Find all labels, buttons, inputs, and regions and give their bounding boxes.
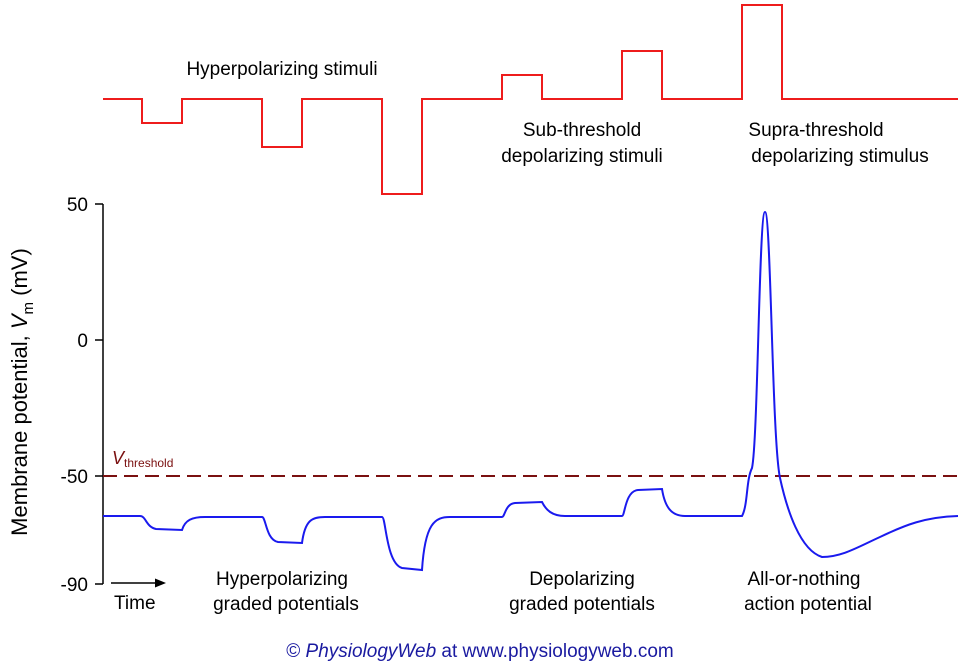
y-axis-label-main: Membrane potential, bbox=[7, 329, 32, 536]
label-suprathreshold-line2: depolarizing stimulus bbox=[751, 146, 928, 167]
threshold-label-sub: threshold bbox=[124, 456, 173, 470]
membrane-potential-trace bbox=[103, 210, 959, 572]
label-hyperpolarizing-stimuli: Hyperpolarizing stimuli bbox=[186, 59, 377, 80]
label-subthreshold-line1: Sub-threshold bbox=[523, 120, 641, 141]
y-axis-label-var: V bbox=[7, 312, 32, 329]
y-axis-label: Membrane potential, Vm (mV) bbox=[7, 248, 37, 536]
label-depolarizing-graded-line1: Depolarizing bbox=[529, 569, 635, 590]
label-subthreshold-line2: depolarizing stimuli bbox=[501, 146, 663, 167]
threshold-label: Vthreshold bbox=[112, 448, 173, 470]
label-depolarizing-graded-line2: graded potentials bbox=[509, 594, 655, 615]
credit-line: © PhysiologyWeb at www.physiologyweb.com bbox=[286, 641, 674, 662]
y-axis-label-unit: (mV) bbox=[7, 248, 32, 302]
credit-rest: at www.physiologyweb.com bbox=[436, 641, 674, 662]
label-time: Time bbox=[114, 593, 156, 614]
label-hyperpolarizing-graded-line1: Hyperpolarizing bbox=[216, 569, 348, 590]
time-arrow-head-icon bbox=[155, 578, 166, 588]
y-tick-label-minus90: -90 bbox=[61, 575, 88, 596]
label-action-potential-line1: All-or-nothing bbox=[748, 569, 861, 590]
y-tick-label-0: 0 bbox=[77, 331, 88, 352]
label-suprathreshold-line1: Supra-threshold bbox=[748, 120, 883, 141]
y-tick-label-50: 50 bbox=[67, 195, 88, 216]
label-action-potential-line2: action potential bbox=[744, 594, 872, 615]
credit-brand: PhysiologyWeb bbox=[306, 641, 437, 662]
stimulus-trace bbox=[103, 4, 958, 195]
y-tick-label-minus50: -50 bbox=[61, 467, 88, 488]
credit-symbol: © bbox=[286, 641, 300, 662]
y-axis-label-sub: m bbox=[20, 302, 37, 315]
label-hyperpolarizing-graded-line2: graded potentials bbox=[213, 594, 359, 615]
threshold-label-var: V bbox=[112, 448, 126, 468]
